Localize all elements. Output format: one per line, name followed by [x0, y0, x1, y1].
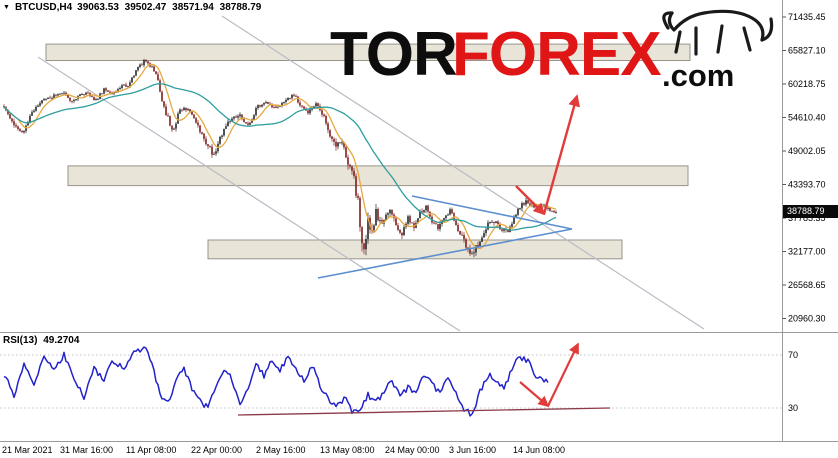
ma-slow-line	[3, 83, 557, 231]
trend-channel-lines[interactable]	[37, 15, 705, 332]
ma-fast-line	[3, 63, 557, 250]
price-axis-label: 49002.05	[788, 146, 826, 156]
bull-icon	[662, 9, 774, 56]
price-axis-label: 60218.75	[788, 79, 826, 89]
price-axis[interactable]: 71435.45 65827.10 60218.75 54610.40 49002.05…	[782, 12, 826, 324]
time-axis-label: 14 Jun 08:00	[513, 445, 565, 455]
price-axis-label: 26568.65	[788, 280, 826, 290]
time-axis-label: 22 Apr 00:00	[191, 445, 242, 455]
rsi-line	[3, 346, 549, 417]
time-axis-label: 31 Mar 16:00	[60, 445, 113, 455]
price-axis-label: 37785.35	[788, 213, 826, 223]
price-axis-label: 71435.45	[788, 12, 826, 22]
ohlc-values: 39063.53 39502.47 38571.94 38788.79	[77, 2, 262, 13]
price-axis-label: 65827.10	[788, 46, 826, 56]
pane-separators	[0, 0, 838, 442]
time-axis-label: 2 May 16:00	[256, 445, 306, 455]
time-axis-label: 11 Apr 08:00	[126, 445, 176, 455]
time-axis-label: 24 May 00:00	[385, 445, 440, 455]
rsi-level-label: 30	[788, 403, 798, 413]
support-resistance-zones[interactable]	[45, 43, 691, 260]
symbol-marker-icon: ▼	[3, 4, 10, 11]
logo-forex: FOREX	[452, 20, 662, 89]
triangle-pattern-lines[interactable]	[317, 195, 573, 279]
price-axis-label: 32177.00	[788, 247, 826, 257]
rsi-forecast-arrow[interactable]	[519, 381, 550, 408]
time-axis-label: 13 May 08:00	[320, 445, 375, 455]
price-axis-label: 20960.30	[788, 314, 826, 324]
forecast-arrows[interactable]	[515, 94, 581, 216]
rsi-pane[interactable]: 70 30	[0, 342, 798, 417]
time-axis-label: 21 Mar 2021	[2, 445, 53, 455]
symbol-name: BTCUSD,H4	[14, 2, 73, 13]
current-price-tag: 38788.79	[783, 205, 838, 218]
logo-tor: TOR	[330, 20, 458, 89]
time-axis-label: 3 Jun 16:00	[449, 445, 496, 455]
time-axis[interactable]: 21 Mar 2021 31 Mar 16:00 11 Apr 08:00 22 Ap…	[2, 445, 565, 455]
logo-com: .com	[662, 58, 735, 93]
price-axis-label: 54610.40	[788, 113, 826, 123]
rsi-forecast-arrow[interactable]	[547, 342, 579, 407]
torforex-logo: TOR FOREX .com	[330, 8, 785, 103]
rsi-trendline[interactable]	[237, 407, 611, 416]
price-axis-label: 43393.70	[788, 180, 826, 190]
rsi-indicator-label: RSI(13) 49.2704	[3, 335, 80, 346]
rsi-level-label: 70	[788, 350, 798, 360]
symbol-ohlc-header: ▼ BTCUSD,H4 39063.53 39502.47 38571.94 3…	[3, 2, 261, 13]
